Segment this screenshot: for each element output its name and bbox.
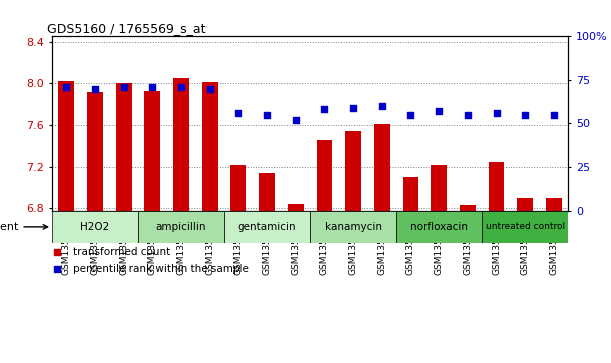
Point (291, 117, 301, 123)
Point (320, 107, 329, 113)
Point (463, 112, 473, 118)
Text: transformed count: transformed count (73, 247, 170, 257)
Point (52, 266, 62, 272)
Point (90, 86, 100, 91)
Bar (403, 177, 419, 211)
Bar (396, 211, 482, 243)
Bar (87, 91, 103, 211)
Point (119, 84, 128, 90)
Point (233, 110, 243, 116)
Bar (316, 140, 332, 211)
Text: gentamicin: gentamicin (238, 222, 296, 232)
Point (549, 112, 559, 118)
Bar (230, 165, 246, 211)
Bar (489, 162, 505, 211)
Bar (374, 124, 390, 211)
Text: ampicillin: ampicillin (156, 222, 207, 232)
Text: agent: agent (0, 222, 48, 232)
Bar (224, 211, 310, 243)
Text: GDS5160 / 1765569_s_at: GDS5160 / 1765569_s_at (47, 22, 205, 35)
Point (52, 249, 62, 255)
Bar (138, 211, 224, 243)
Point (492, 110, 502, 116)
Bar (546, 198, 562, 211)
Point (521, 112, 530, 118)
Point (176, 84, 186, 90)
Point (377, 103, 387, 109)
Bar (59, 81, 74, 211)
Bar (52, 211, 138, 243)
Bar (310, 211, 396, 243)
Text: untreated control: untreated control (486, 223, 565, 231)
Point (205, 86, 214, 91)
Point (434, 108, 444, 114)
Text: percentile rank within the sample: percentile rank within the sample (73, 264, 249, 274)
Bar (259, 173, 275, 211)
Bar (431, 165, 447, 211)
Bar (482, 211, 568, 243)
Bar (518, 198, 533, 211)
Bar (345, 131, 361, 211)
Point (147, 84, 157, 90)
Bar (288, 204, 304, 211)
Bar (173, 78, 189, 211)
Point (348, 105, 358, 111)
Text: H2O2: H2O2 (80, 222, 109, 232)
Bar (115, 83, 131, 211)
Bar (144, 90, 160, 211)
Text: norfloxacin: norfloxacin (410, 222, 468, 232)
Point (61, 84, 71, 90)
Text: kanamycin: kanamycin (324, 222, 382, 232)
Bar (460, 205, 476, 211)
Point (262, 112, 272, 118)
Bar (202, 82, 218, 211)
Point (406, 112, 415, 118)
